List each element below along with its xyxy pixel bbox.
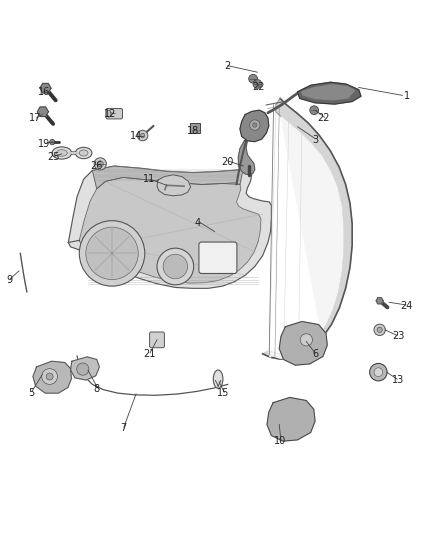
Circle shape [250, 120, 260, 130]
Polygon shape [157, 175, 191, 196]
Text: 24: 24 [401, 301, 413, 311]
Text: 11: 11 [143, 174, 155, 184]
Polygon shape [376, 298, 383, 304]
Circle shape [253, 79, 262, 88]
Circle shape [138, 130, 148, 141]
Polygon shape [297, 82, 361, 104]
Text: 10: 10 [274, 436, 286, 446]
Circle shape [42, 369, 57, 384]
FancyBboxPatch shape [150, 332, 164, 348]
Polygon shape [79, 177, 261, 283]
Ellipse shape [213, 370, 223, 389]
Circle shape [374, 368, 383, 376]
Circle shape [97, 161, 103, 167]
Ellipse shape [79, 150, 88, 156]
Polygon shape [37, 107, 48, 117]
Text: 13: 13 [392, 375, 404, 385]
Circle shape [370, 364, 387, 381]
Polygon shape [92, 166, 243, 189]
Polygon shape [263, 99, 352, 359]
Circle shape [77, 363, 89, 375]
Text: 9: 9 [7, 274, 13, 285]
Text: 23: 23 [392, 332, 404, 341]
Text: 12: 12 [104, 109, 116, 119]
Circle shape [46, 373, 53, 380]
Text: 8: 8 [94, 384, 100, 394]
Text: 14: 14 [130, 131, 142, 141]
Text: 15: 15 [217, 388, 230, 398]
Text: 18: 18 [187, 126, 199, 136]
Polygon shape [68, 166, 272, 288]
Polygon shape [279, 321, 327, 365]
Circle shape [163, 254, 187, 279]
Text: 3: 3 [312, 135, 318, 145]
Polygon shape [240, 110, 269, 142]
Circle shape [157, 248, 194, 285]
Text: 7: 7 [120, 423, 126, 433]
Circle shape [94, 158, 106, 170]
Text: 20: 20 [222, 157, 234, 167]
Circle shape [300, 334, 312, 346]
Text: 25: 25 [47, 152, 59, 163]
Polygon shape [268, 117, 343, 358]
Circle shape [141, 133, 145, 138]
Text: 16: 16 [38, 87, 50, 97]
Text: 1: 1 [404, 91, 410, 101]
Circle shape [79, 221, 145, 286]
FancyBboxPatch shape [199, 242, 237, 273]
Text: 21: 21 [143, 349, 155, 359]
Circle shape [310, 106, 318, 115]
Polygon shape [267, 398, 315, 441]
Circle shape [377, 327, 382, 333]
Text: 22: 22 [252, 83, 265, 93]
Polygon shape [238, 141, 255, 175]
Text: 26: 26 [91, 161, 103, 171]
FancyBboxPatch shape [106, 108, 123, 119]
FancyBboxPatch shape [190, 123, 200, 133]
Circle shape [86, 227, 138, 280]
Text: 2: 2 [225, 61, 231, 71]
Text: 19: 19 [38, 139, 50, 149]
Polygon shape [71, 357, 99, 380]
Text: 22: 22 [318, 113, 330, 123]
Circle shape [374, 324, 385, 335]
Ellipse shape [57, 150, 67, 156]
Ellipse shape [52, 147, 72, 159]
Circle shape [49, 140, 55, 145]
Ellipse shape [106, 110, 111, 117]
Text: 4: 4 [194, 218, 200, 228]
Polygon shape [40, 83, 51, 93]
Ellipse shape [75, 147, 92, 159]
Text: 17: 17 [29, 113, 42, 123]
Polygon shape [302, 85, 354, 100]
Text: 5: 5 [28, 388, 34, 398]
Circle shape [253, 123, 257, 127]
Text: 6: 6 [312, 349, 318, 359]
Circle shape [249, 75, 258, 83]
Polygon shape [33, 361, 71, 393]
